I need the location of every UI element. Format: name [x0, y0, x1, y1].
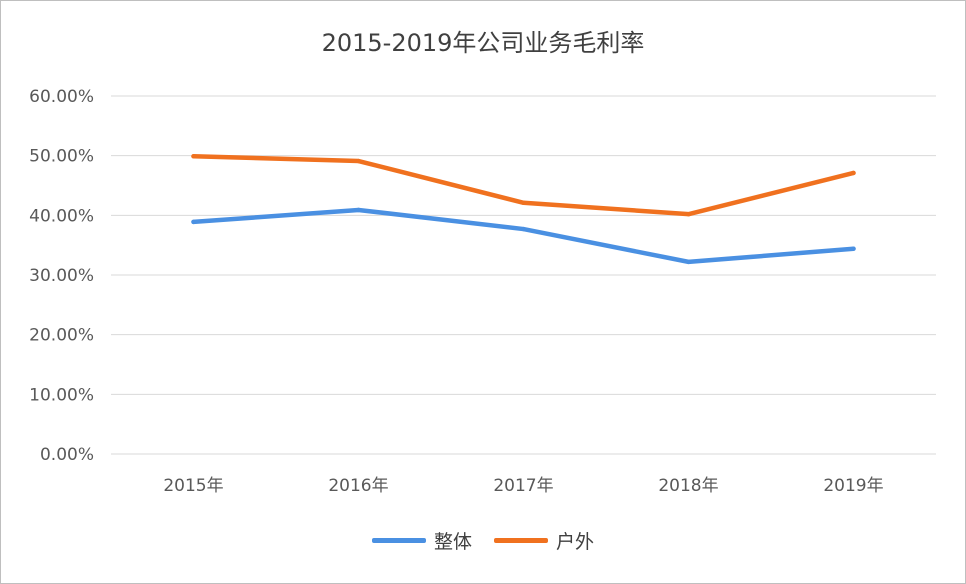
- y-tick-label: 50.00%: [29, 147, 94, 167]
- y-tick-label: 10.00%: [29, 385, 94, 405]
- data-point: [686, 211, 691, 217]
- x-tick-label: 2017年: [493, 476, 553, 496]
- legend-label: 整体: [433, 531, 472, 553]
- data-point: [356, 158, 361, 164]
- y-tick-label: 20.00%: [29, 326, 94, 346]
- x-tick-label: 2015年: [163, 476, 223, 496]
- legend-item-0: 整体: [371, 527, 472, 554]
- legend: 整体 户外: [1, 527, 965, 554]
- x-tick-label: 2019年: [823, 476, 883, 496]
- series-line-0: [191, 207, 856, 265]
- x-tick-label: 2016年: [328, 476, 388, 496]
- y-tick-label: 30.00%: [29, 266, 94, 286]
- legend-label: 户外: [556, 531, 595, 553]
- data-point: [851, 170, 856, 176]
- x-tick-label: 2018年: [658, 476, 718, 496]
- legend-item-1: 户外: [494, 527, 594, 554]
- data-point: [851, 246, 856, 251]
- data-point: [521, 200, 526, 206]
- chart-title: 2015-2019年公司业务毛利率: [321, 29, 645, 57]
- data-point: [521, 226, 526, 232]
- data-point: [191, 219, 196, 225]
- data-point: [356, 207, 361, 213]
- legend-swatch: [371, 538, 426, 543]
- series-line-1: [191, 154, 856, 217]
- y-tick-label: 60.00%: [29, 87, 94, 107]
- y-tick-label: 0.00%: [40, 445, 94, 465]
- data-point: [191, 154, 196, 159]
- data-point: [686, 259, 691, 265]
- y-tick-label: 40.00%: [29, 206, 94, 226]
- legend-swatch: [494, 538, 548, 543]
